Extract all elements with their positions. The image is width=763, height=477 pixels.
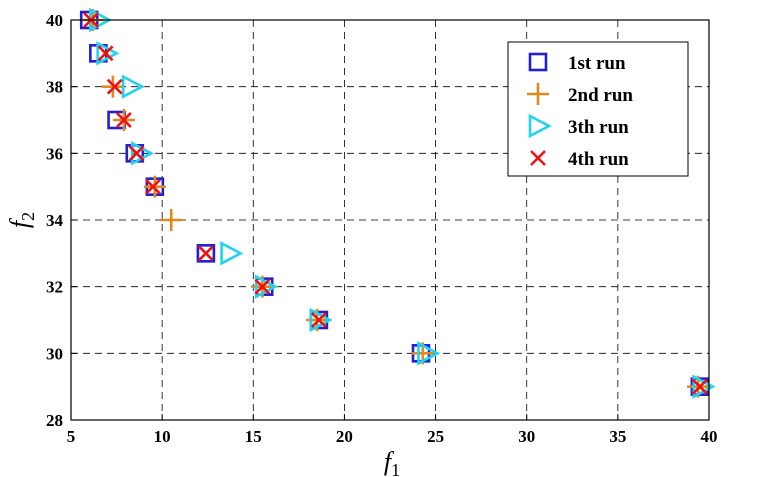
x-axis-label: f1 xyxy=(384,447,400,477)
x-tick-label: 30 xyxy=(518,427,535,446)
data-point xyxy=(160,209,183,231)
x-tick-label: 5 xyxy=(67,427,76,446)
data-point xyxy=(691,378,708,395)
legend-label: 4th run xyxy=(568,149,629,170)
data-point xyxy=(220,241,244,266)
legend-marker xyxy=(528,113,552,139)
legend-marker xyxy=(527,83,549,105)
x-tick-label: 40 xyxy=(701,427,718,446)
legend-marker xyxy=(528,52,548,72)
data-point xyxy=(310,312,327,328)
legend-box xyxy=(507,41,689,177)
x-tick-label: 10 xyxy=(154,427,171,446)
y-tick-label: 30 xyxy=(46,344,63,363)
legend-item: 4th run xyxy=(530,149,629,170)
data-point xyxy=(145,178,161,195)
legend: 1st run 2nd run 3th run 4th run xyxy=(507,41,689,177)
y-tick-label: 34 xyxy=(46,211,64,230)
y-axis-label: f2 xyxy=(5,212,38,228)
data-point xyxy=(197,245,214,262)
x-tick-label: 25 xyxy=(427,427,444,446)
legend-label: 1st run xyxy=(568,53,626,74)
legend-label: 3th run xyxy=(568,117,629,138)
data-point xyxy=(417,341,441,366)
data-point xyxy=(196,244,216,263)
y-tick-label: 38 xyxy=(46,78,63,97)
legend-item: 1st run xyxy=(528,52,626,74)
x-tick-label: 20 xyxy=(336,427,353,446)
data-point xyxy=(309,307,333,333)
data-point xyxy=(96,41,120,66)
x-tick-label: 35 xyxy=(609,427,626,446)
x-tick-label: 15 xyxy=(245,427,262,446)
data-point xyxy=(121,74,145,99)
data-point xyxy=(254,278,271,295)
legend-label: 2nd run xyxy=(568,85,633,106)
y-tick-label: 28 xyxy=(46,411,63,430)
y-tick-label: 32 xyxy=(46,278,63,297)
y-tick-label: 40 xyxy=(46,11,63,30)
legend-item: 3th run xyxy=(528,113,629,139)
data-point xyxy=(106,78,123,95)
axis-ticks: 5 10 15 20 25 30 35 40 28 30 32 34 36 38 40 xyxy=(46,11,718,446)
data-point xyxy=(97,45,114,62)
legend-marker xyxy=(530,150,546,166)
data-point xyxy=(115,112,132,128)
y-tick-label: 36 xyxy=(46,144,63,163)
series-4 xyxy=(83,12,708,395)
data-point xyxy=(128,145,145,162)
legend-item: 2nd run xyxy=(527,83,633,106)
data-points xyxy=(79,7,716,399)
